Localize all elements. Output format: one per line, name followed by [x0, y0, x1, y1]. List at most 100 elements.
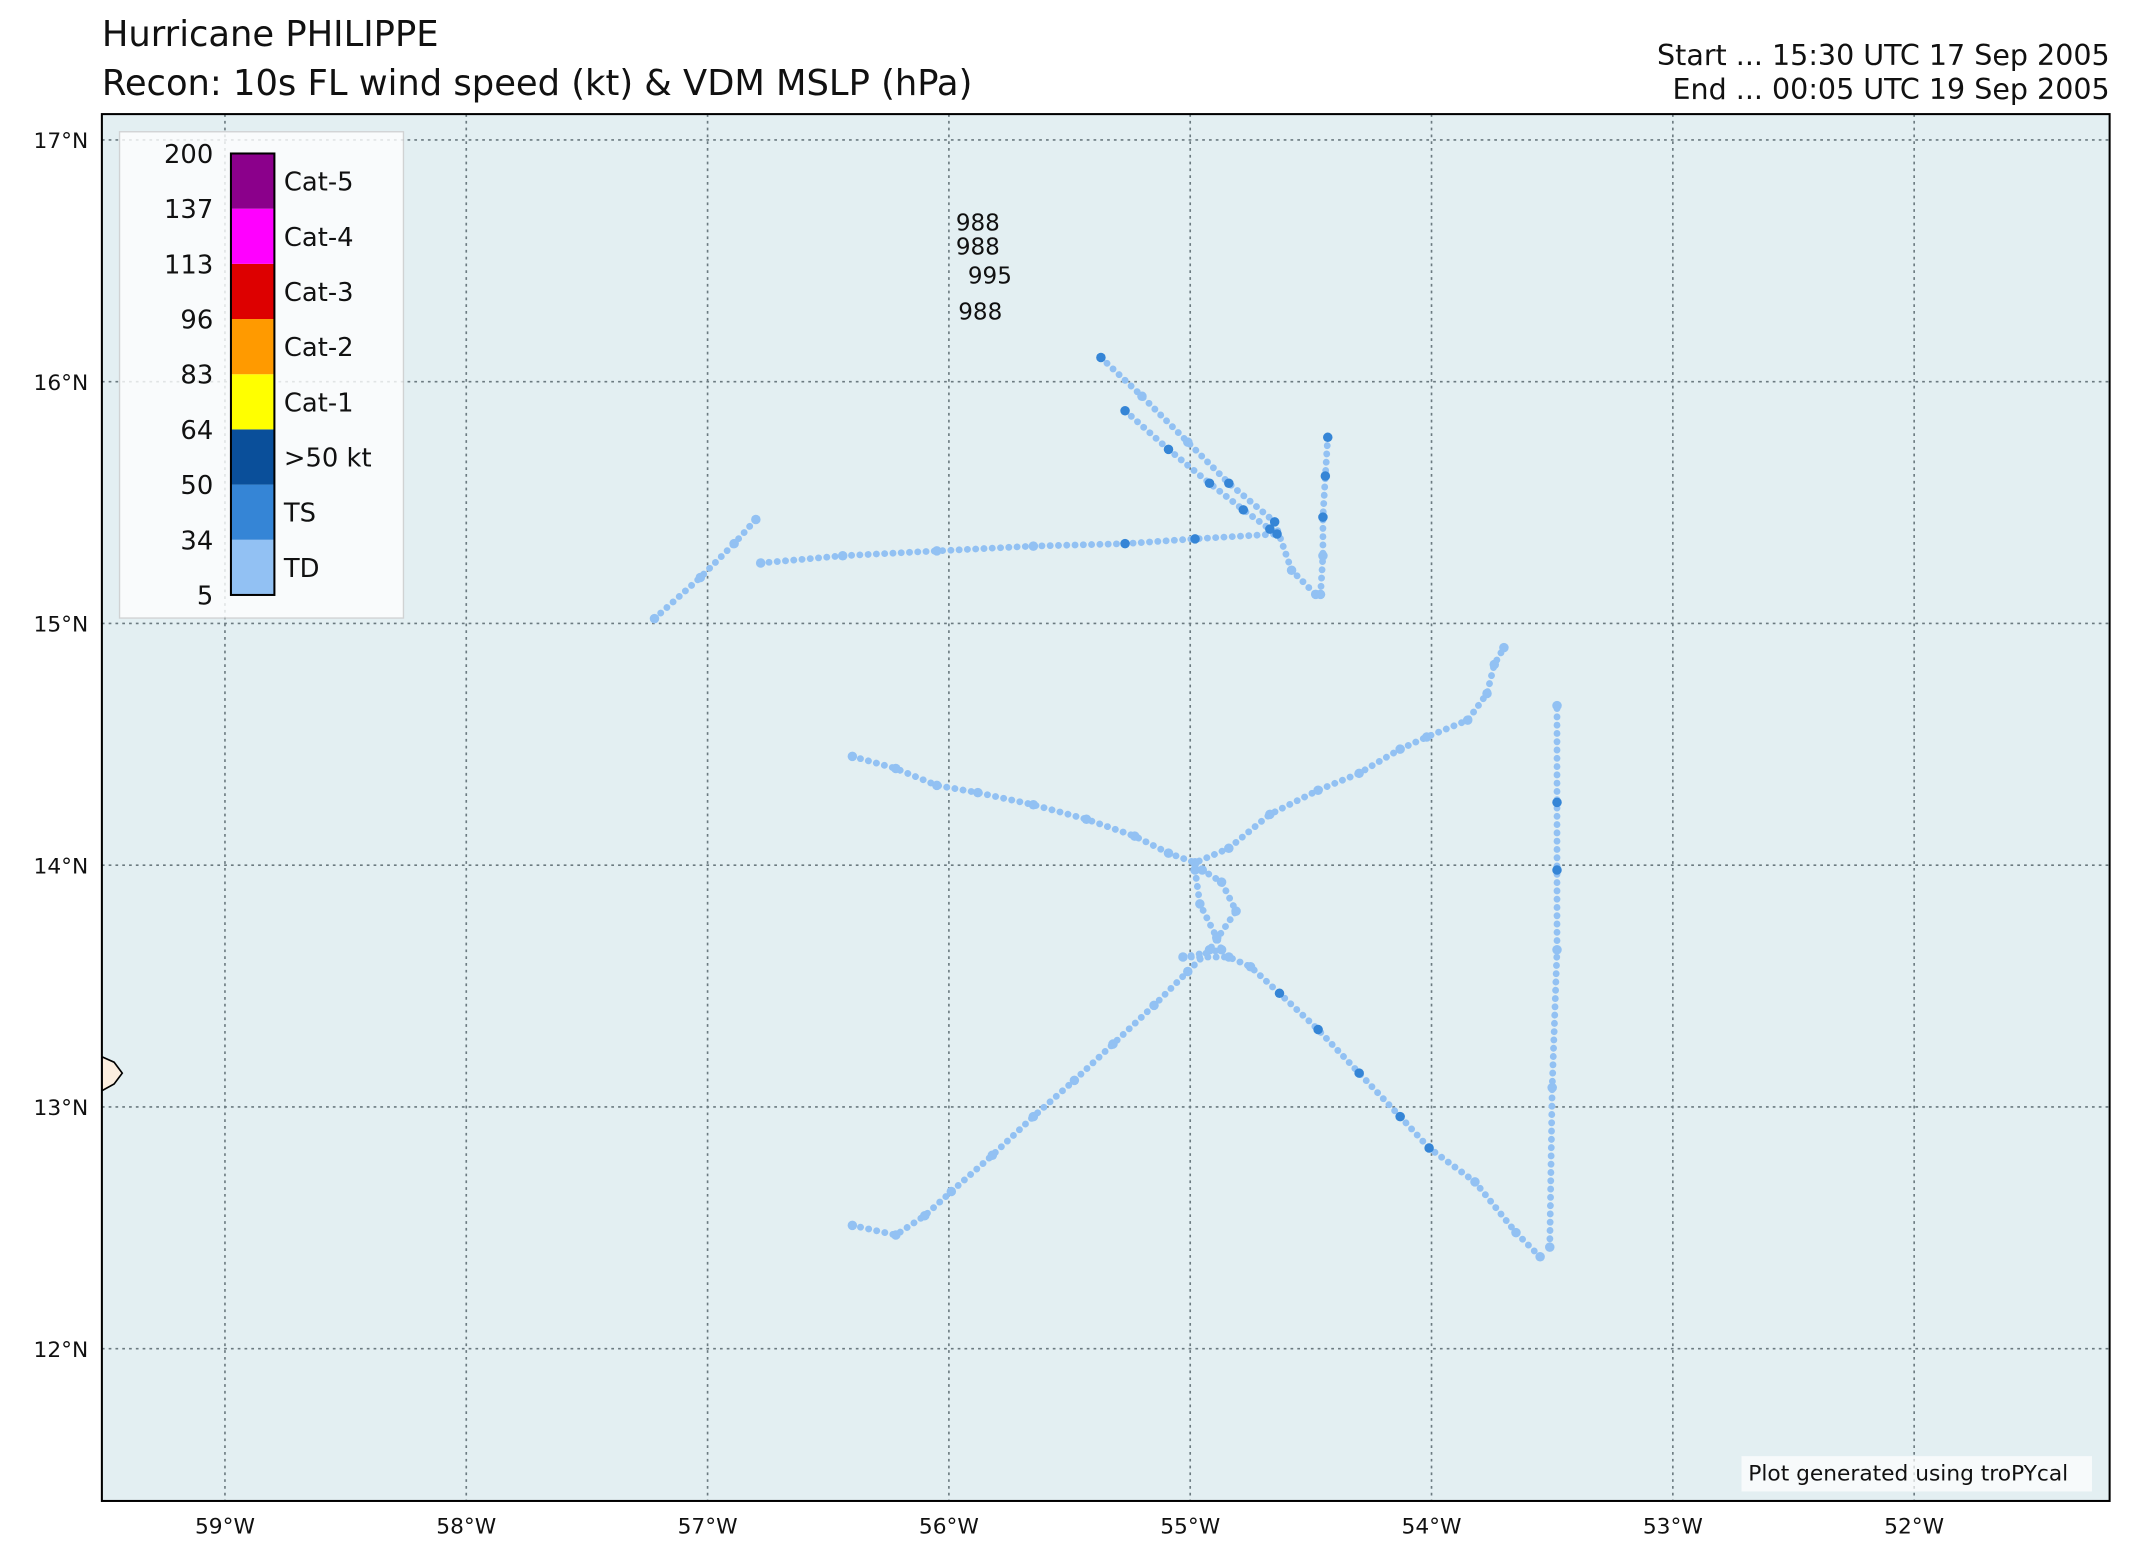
recon-point: [1489, 659, 1500, 670]
recon-point: [1265, 809, 1275, 820]
recon-point: [1470, 1177, 1480, 1187]
track-line: [1546, 702, 1561, 1251]
recon-point: [1224, 952, 1234, 962]
recon-point: [1081, 814, 1092, 825]
x-tick-label: 57°W: [678, 1515, 738, 1540]
recon-point: [1395, 1111, 1405, 1122]
credit: Plot generated using troPYcal: [1748, 1462, 2068, 1487]
recon-point: [1272, 529, 1282, 539]
x-tick-label: 56°W: [919, 1515, 979, 1540]
recon-point: [1313, 785, 1323, 795]
colorbar-segment: [230, 429, 275, 485]
recon-point: [1028, 541, 1039, 551]
recon-point: [1421, 732, 1432, 742]
recon-point: [1545, 1242, 1555, 1252]
recon-point: [1137, 391, 1147, 401]
recon-point: [751, 514, 761, 525]
recon-point: [1269, 517, 1280, 527]
recon-point: [1190, 534, 1200, 544]
track-line: [1121, 407, 1274, 533]
legend-label: Cat-5: [284, 168, 354, 198]
y-tick-label: 16°N: [34, 371, 89, 396]
recon-point: [1552, 700, 1562, 711]
recon-point: [973, 787, 983, 798]
colorbar-frame: [229, 152, 276, 596]
y-tick-label: 15°N: [34, 613, 89, 638]
recon-point: [987, 1150, 998, 1161]
vdm-pressure: 995: [968, 263, 1012, 289]
recon-point: [695, 572, 706, 583]
map-background: [101, 114, 2110, 1501]
colorbar-tick-label: 200: [164, 140, 213, 170]
colorbar-tick-label: 34: [180, 526, 213, 556]
tracks: [649, 352, 1562, 1262]
credit-box: [1741, 1456, 2092, 1492]
recon-point: [1069, 1075, 1080, 1086]
recon-point: [1395, 744, 1405, 754]
recon-point: [1178, 952, 1188, 962]
x-tick-label: 59°W: [195, 1515, 255, 1540]
x-tick-label: 54°W: [1402, 1515, 1462, 1540]
recon-point: [1318, 512, 1328, 522]
vdm-pressure: 988: [956, 234, 1000, 260]
colorbar-tick-label: 64: [180, 416, 213, 446]
start-time: Start ... 15:30 UTC 17 Sep 2005: [1657, 39, 2110, 72]
vdm-pressure: 988: [958, 300, 1002, 326]
legend-label: TD: [283, 554, 320, 584]
recon-point: [1318, 551, 1328, 561]
x-tick-label: 52°W: [1884, 1515, 1944, 1540]
colorbar-tick-label: 96: [180, 306, 213, 336]
recon-point: [920, 1210, 930, 1221]
recon-point: [847, 1220, 858, 1231]
track-line: [651, 516, 760, 623]
colorbar-segment: [230, 319, 275, 375]
x-tick-label: 58°W: [436, 1515, 496, 1540]
recon-point: [1183, 437, 1193, 447]
recon-point: [1149, 1000, 1159, 1011]
recon-point: [1424, 1143, 1434, 1153]
recon-point: [891, 1230, 901, 1240]
recon-point: [891, 763, 901, 774]
y-tick-label: 17°N: [34, 129, 89, 154]
recon-point: [1320, 471, 1331, 481]
recon-point: [1197, 865, 1208, 875]
recon-point: [932, 546, 942, 556]
grid: [101, 114, 2110, 1501]
recon-point: [1183, 966, 1193, 977]
recon-point: [1163, 444, 1174, 455]
legend: TD TS >50 kt Cat-1 Cat-2 Cat-3 Cat-4 Cat-5 5 34 50…: [164, 140, 372, 611]
recon-point: [1216, 945, 1227, 955]
recon-point: [1204, 945, 1215, 955]
recon-point: [1274, 988, 1285, 999]
recon-point: [1354, 1068, 1364, 1078]
legend-label: TS: [283, 499, 316, 529]
colorbar-tick-label: 50: [180, 471, 213, 501]
recon-point: [1108, 1039, 1118, 1049]
recon-point: [1163, 848, 1174, 858]
legend-label: Cat-1: [284, 388, 354, 418]
recon-point: [1096, 352, 1106, 363]
recon-point: [946, 1186, 957, 1197]
recon-point: [1224, 843, 1234, 854]
recon-point: [932, 780, 942, 791]
legend-label: Cat-3: [284, 278, 354, 308]
chart-subtitle: Recon: 10s FL wind speed (kt) & VDM MSLP…: [102, 63, 972, 104]
x-tick-label: 53°W: [1643, 1515, 1703, 1540]
recon-point: [1120, 538, 1130, 549]
colorbar-tick-label: 83: [180, 361, 213, 391]
recon-point: [1212, 932, 1222, 943]
recon-point: [1315, 589, 1326, 600]
colorbar-segment: [230, 374, 275, 430]
recon-point: [1286, 565, 1297, 576]
recon-point: [1129, 831, 1140, 841]
x-tick-label: 55°W: [1160, 1515, 1220, 1540]
recon-point: [1265, 524, 1275, 534]
vdm-pressure: 988: [956, 210, 1000, 236]
recon-point: [847, 751, 858, 762]
colorbar-tick-label: 5: [197, 581, 213, 611]
colorbar-tick-label: 137: [164, 195, 213, 225]
legend-label: >50 kt: [284, 444, 372, 474]
